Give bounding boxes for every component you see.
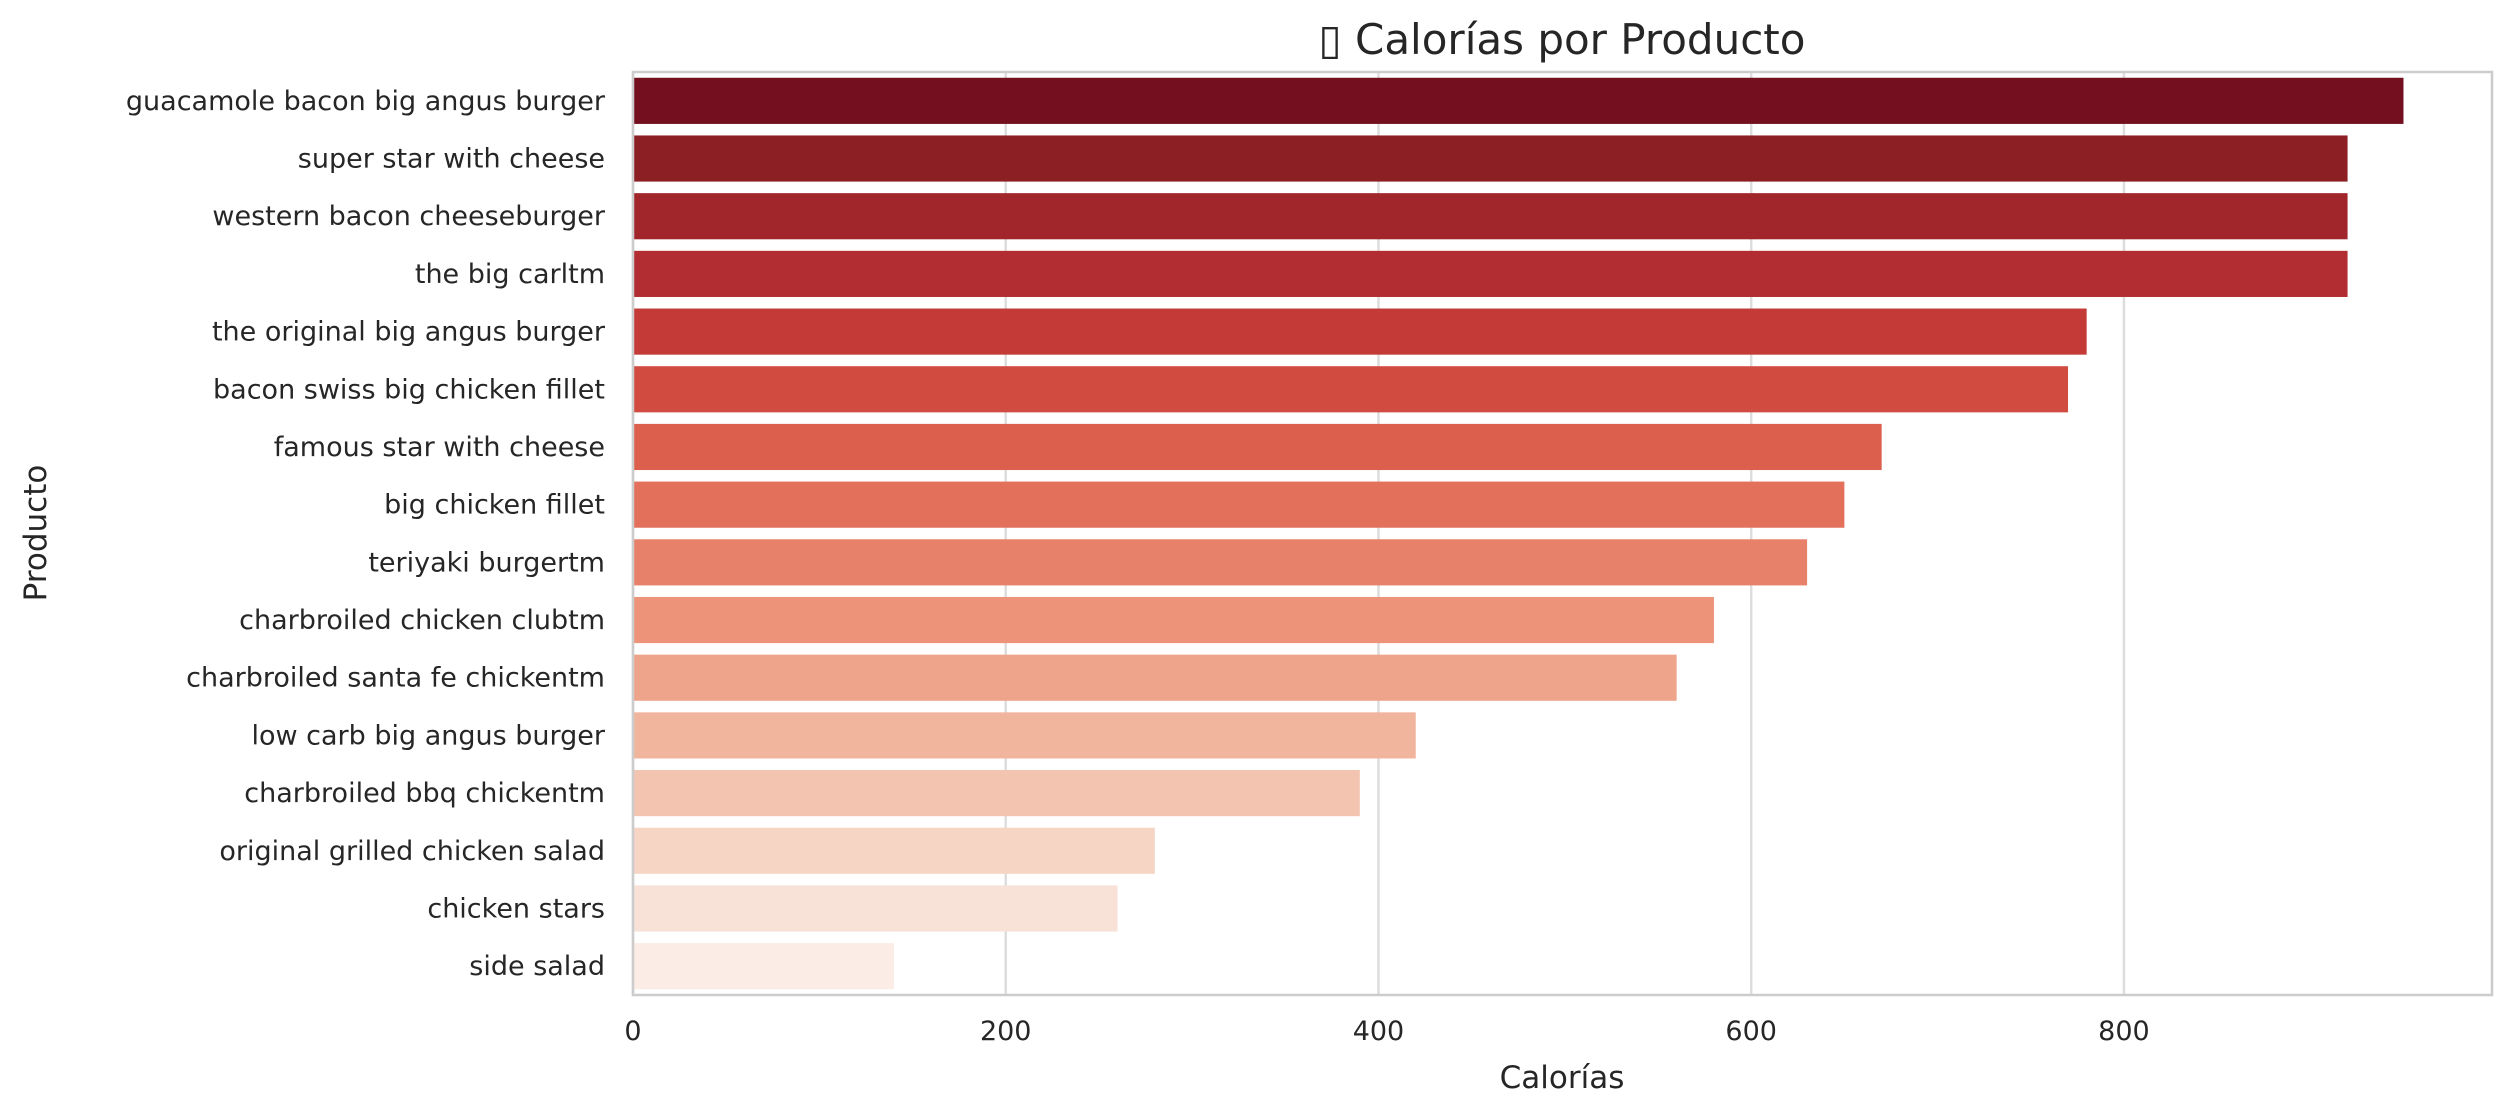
y-tick-label: famous star with cheese: [274, 432, 605, 463]
x-tick-label: 200: [980, 1016, 1032, 1047]
bar: [633, 539, 1808, 586]
plot-frame: [631, 70, 2494, 997]
y-tick-labels: guacamole bacon big angus burger super st…: [126, 86, 606, 982]
y-tick-label: guacamole bacon big angus burger: [126, 86, 606, 117]
y-tick-label: super star with cheese: [298, 144, 605, 175]
x-tick-label: 400: [1353, 1016, 1405, 1047]
y-axis-label: Producto: [18, 465, 54, 602]
y-tick-label: the big carltm: [415, 259, 605, 290]
y-tick-label: western bacon cheeseburger: [212, 201, 606, 232]
bar: [633, 77, 2404, 124]
bar: [633, 481, 1845, 528]
y-tick-label: big chicken fillet: [384, 490, 605, 521]
bar: [633, 423, 1882, 471]
bar: [633, 596, 1714, 644]
y-tick-label: original grilled chicken salad: [219, 836, 605, 867]
x-tick-label: 0: [624, 1016, 641, 1047]
bar: [633, 308, 2087, 355]
bar: [633, 654, 1677, 701]
y-tick-label: charbroiled santa fe chickentm: [186, 663, 605, 694]
bar: [633, 943, 894, 990]
bar: [633, 193, 2348, 240]
bar: [633, 366, 2069, 413]
bar: [633, 250, 2348, 297]
bars: [633, 77, 2404, 990]
y-tick-label: charbroiled bbq chickentm: [244, 778, 605, 809]
y-tick-label: charbroiled chicken clubtm: [239, 605, 605, 636]
x-axis-label: Calorías: [1500, 1060, 1625, 1096]
y-tick-label: chicken stars: [427, 893, 605, 924]
bar: [633, 770, 1360, 817]
y-tick-label: the original big angus burger: [212, 317, 606, 348]
x-tick-label: 600: [1725, 1016, 1777, 1047]
y-tick-label: low carb big angus burger: [251, 720, 605, 751]
x-tick-label: 800: [2098, 1016, 2150, 1047]
y-tick-label: bacon swiss big chicken fillet: [213, 374, 605, 405]
bar: [633, 135, 2348, 182]
bar: [633, 712, 1416, 759]
bar: [633, 827, 1155, 874]
y-tick-label: side salad: [469, 951, 605, 982]
chart-title: ▯ Calorías por Producto: [1319, 15, 1806, 64]
y-tick-label: teriyaki burgertm: [368, 547, 605, 578]
bar: [633, 885, 1118, 932]
x-tick-labels: 0 200 400 600 800: [624, 1016, 2149, 1047]
